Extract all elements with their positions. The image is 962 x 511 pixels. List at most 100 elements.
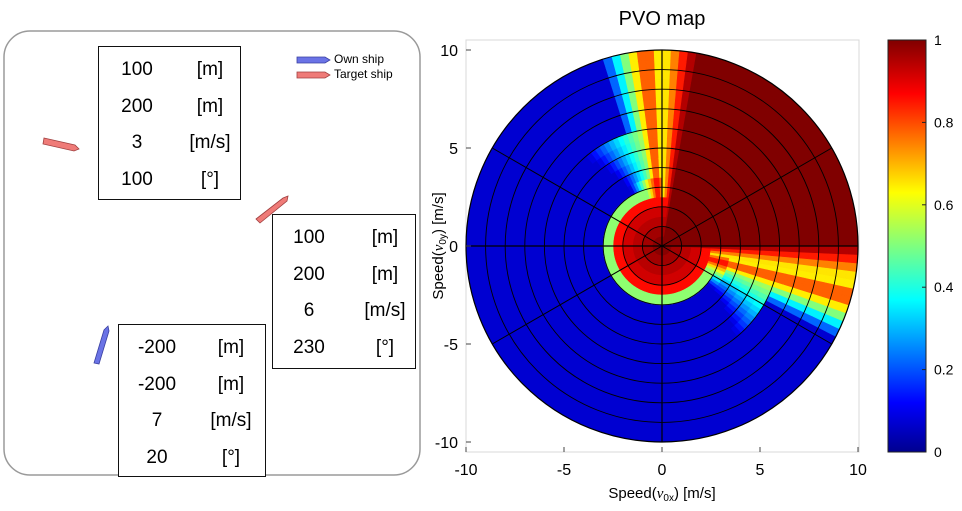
heat-cell	[808, 245, 820, 254]
table-value: 20	[146, 446, 168, 468]
table-value: 7	[151, 410, 163, 431]
table-row: -200 [m]	[119, 330, 265, 366]
heat-cell	[653, 69, 663, 80]
heat-cell	[788, 245, 800, 253]
table-value: 3	[131, 132, 143, 153]
colorbar-tick-label: 0	[934, 444, 942, 460]
heat-cell	[676, 69, 686, 82]
x-axis-label: Speed(v0x) [m/s]	[608, 485, 715, 504]
table-row: 100 [m]	[273, 220, 415, 256]
x-tick-label: 10	[849, 462, 867, 479]
colorbar-tick-label: 0.4	[934, 279, 954, 295]
target-1-table: 100 [m] 200 [m] 3 [m/s] 100 [°]	[98, 46, 241, 200]
heat-cell	[666, 118, 674, 130]
table-unit: [m]	[371, 227, 399, 248]
target-ship-1-icon	[42, 137, 80, 152]
heat-cell	[759, 240, 771, 247]
legend-own-ship-icon	[296, 56, 331, 64]
heat-cell	[817, 259, 829, 269]
heat-cell	[827, 252, 839, 262]
heat-cell	[749, 249, 761, 255]
heat-cell	[661, 137, 668, 149]
heat-cell	[847, 237, 858, 247]
heat-cell	[817, 252, 829, 261]
heat-cell	[656, 118, 663, 129]
y-tick-label: -10	[435, 435, 458, 452]
heat-cell	[669, 50, 680, 61]
table-unit: [m/s]	[189, 132, 231, 153]
heat-cell	[826, 260, 839, 270]
table-unit: [m]	[217, 337, 245, 358]
legend: Own ship Target ship	[296, 52, 393, 81]
heat-cell	[672, 108, 681, 121]
heat-cell	[818, 245, 829, 254]
table-value: 100	[293, 227, 325, 248]
heat-cell	[835, 268, 847, 279]
heat-cell	[661, 50, 671, 61]
heat-cell	[797, 257, 809, 266]
table-value: 200	[293, 263, 325, 285]
target-ship-2-icon	[255, 195, 289, 224]
table-row: 230 [°]	[273, 330, 415, 366]
heat-cell	[788, 251, 800, 259]
heat-cell	[847, 228, 858, 239]
heat-cell	[798, 251, 810, 260]
heat-cell	[668, 79, 677, 91]
table-unit: [m]	[371, 263, 399, 285]
heat-cell	[666, 128, 673, 139]
y-tick-label: 10	[440, 43, 458, 60]
colorbar-gradient	[887, 39, 927, 453]
heat-cell	[653, 50, 663, 61]
heat-cell	[778, 250, 790, 258]
y-tick-label: -5	[444, 337, 458, 354]
own-table: -200 [m] -200 [m] 7 [m/s] 20 [°]	[118, 324, 266, 477]
heat-cell	[665, 147, 671, 159]
heat-cell	[818, 238, 829, 247]
heat-cell	[654, 88, 663, 100]
heat-cell	[788, 239, 800, 247]
heat-cell	[837, 253, 849, 263]
heat-cell	[645, 59, 655, 71]
colorbar-tick-label: 0.6	[934, 197, 954, 213]
pvo-map: -10 -5 0 5 10 10 5 0 -5 -10 PVO map Speed(v0x) [m…	[430, 8, 867, 504]
heat-cell	[661, 88, 670, 100]
heat-cell	[808, 232, 819, 240]
heat-cell	[837, 229, 849, 239]
heat-cell	[798, 245, 810, 253]
legend-own-label: Own ship	[334, 52, 384, 66]
heat-cell	[655, 98, 663, 110]
table-value: -200	[137, 373, 177, 395]
heat-cell	[647, 79, 656, 91]
target-2-table: 100 [m] 200 [m] 6 [m/s] 230 [°]	[272, 214, 416, 369]
table-unit: [m]	[196, 95, 224, 117]
table-value: 200	[121, 95, 153, 117]
own-ship-icon	[93, 325, 110, 365]
chart-title: PVO map	[619, 8, 706, 30]
table-row: 20 [°]	[119, 440, 265, 476]
colorbar: 1 0.8 0.6 0.4 0.2 0	[887, 32, 954, 460]
table-unit: [m]	[217, 373, 245, 395]
heat-cell	[667, 108, 675, 120]
heat-cell	[661, 69, 671, 80]
heat-cell	[837, 245, 849, 255]
heat-cell	[846, 220, 858, 231]
heat-cell	[653, 59, 663, 71]
heat-cell	[661, 118, 668, 129]
heat-cell	[668, 89, 676, 100]
table-row: 100 [°]	[99, 162, 240, 198]
heat-cell	[644, 50, 655, 61]
table-row: 200 [m]	[99, 89, 240, 125]
table-value: 6	[303, 300, 315, 321]
x-tick-label: -10	[454, 462, 477, 479]
heat-cell	[661, 98, 669, 110]
heat-cell	[665, 137, 672, 149]
heat-cell	[759, 249, 771, 256]
y-tick-label: 0	[449, 239, 458, 256]
heat-cell	[798, 239, 810, 247]
table-value: 230	[293, 336, 325, 358]
heat-cell	[807, 258, 819, 267]
heat-cell	[847, 253, 858, 264]
polar-spoke	[492, 245, 663, 345]
heat-cell	[661, 79, 670, 90]
colorbar-tick-label: 0.2	[934, 362, 954, 378]
